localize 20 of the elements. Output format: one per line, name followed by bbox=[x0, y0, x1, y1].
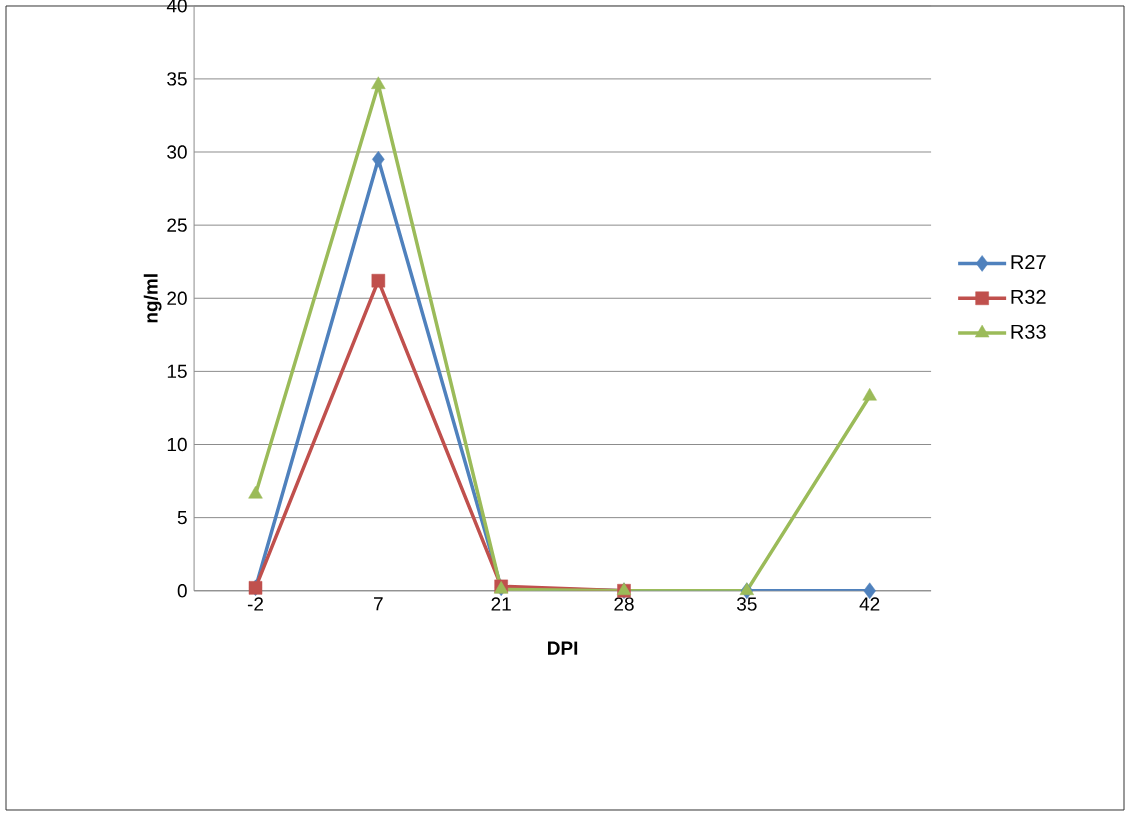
y-tick-label: 10 bbox=[167, 437, 187, 452]
y-tick-label: 40 bbox=[166, 0, 187, 13]
y-tick-label: 15 bbox=[167, 364, 187, 379]
x-tick-label: -2 bbox=[247, 597, 263, 611]
y-tick-label: 30 bbox=[167, 145, 187, 159]
x-tick-label: 21 bbox=[491, 597, 511, 611]
x-tick-label: 7 bbox=[374, 597, 383, 611]
x-axis-title: DPI bbox=[548, 641, 578, 655]
legend-label: R32 bbox=[1011, 289, 1046, 305]
y-tick-label: 25 bbox=[167, 218, 187, 232]
y-axis-title: ng/ml bbox=[143, 274, 162, 323]
legend-label: R33 bbox=[1011, 324, 1046, 339]
y-tick-label: 5 bbox=[177, 511, 187, 525]
y-tick-label: 20 bbox=[167, 291, 187, 305]
x-tick-label: 35 bbox=[736, 597, 757, 611]
x-tick-label: 28 bbox=[614, 597, 634, 611]
y-tick-label: 0 bbox=[177, 584, 187, 598]
y-tick-label: 35 bbox=[167, 72, 187, 86]
legend-label: R27 bbox=[1011, 255, 1046, 270]
x-tick-label: 42 bbox=[859, 597, 880, 611]
